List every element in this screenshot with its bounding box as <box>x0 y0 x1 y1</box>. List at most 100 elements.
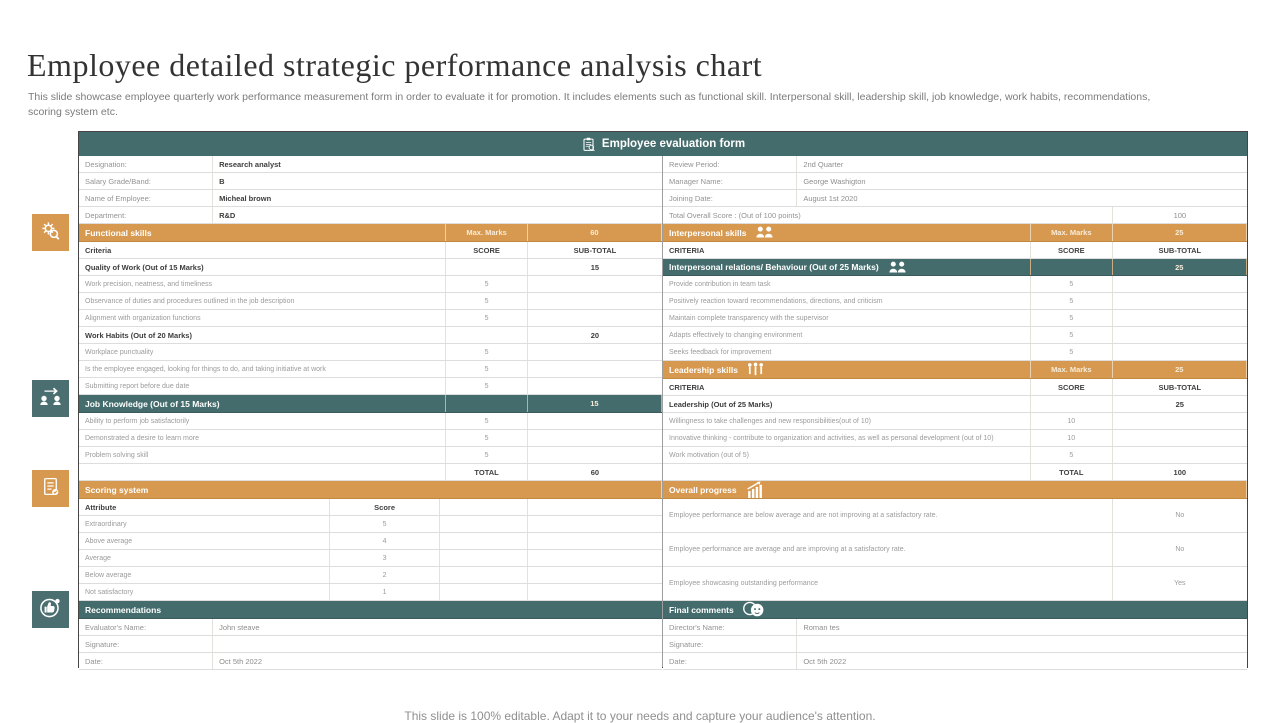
progress-answer-text: No <box>1175 546 1185 553</box>
subtotal-cell <box>1113 447 1247 463</box>
side-icon-tile <box>32 470 69 507</box>
subtotal-value: 25 <box>1113 396 1247 412</box>
attribute-cell: Above average <box>79 533 330 549</box>
criteria-cell: Willingness to take challenges and new r… <box>663 413 1031 429</box>
attribute-cell: Below average <box>79 567 330 583</box>
row-value: Oct 5th 2022 <box>797 653 1247 669</box>
table-row: Seeks feedback for improvement 5 <box>663 344 1247 361</box>
table-row: Extraordinary 5 <box>79 516 662 533</box>
score-value-text: 2 <box>382 571 387 579</box>
empty-cell <box>440 550 528 566</box>
comment-faces-icon <box>742 601 765 618</box>
group-title: Quality of Work (Out of 15 Marks) <box>79 259 447 275</box>
score-value-text: 5 <box>484 382 489 390</box>
score-value: 5 <box>1031 344 1113 360</box>
attribute-cell: Not satisfactory <box>79 584 330 600</box>
subtotal-value-text: 25 <box>1175 399 1184 409</box>
table-row: Total Overall Score : (Out of 100 points… <box>663 207 1247 224</box>
score-value-text: 5 <box>484 451 489 459</box>
max-marks-label: Max. Marks <box>1031 361 1113 378</box>
section-title-text: Final comments <box>669 604 734 615</box>
max-marks-value-text: 25 <box>1175 365 1184 374</box>
attribute-header: Attribute <box>79 499 330 515</box>
subtotal-cell <box>528 310 662 326</box>
score-value-text: 5 <box>1069 280 1074 288</box>
table-row: Interpersonal skills Max. Marks 25 <box>663 224 1247 242</box>
form-title: Employee evaluation form <box>601 137 746 150</box>
form-header: Employee evaluation form <box>79 132 1247 156</box>
progress-statement: Employee performance are below average a… <box>663 499 1113 532</box>
criteria-cell <box>663 464 1031 480</box>
row-value: 2nd Quarter <box>797 156 1247 172</box>
subtotal-cell <box>528 447 662 463</box>
total-value-text: 100 <box>1173 467 1187 477</box>
group-title-text: Work Habits (Out of 20 Marks) <box>85 330 192 340</box>
table-row: CRITERIA SCORE SUB-TOTAL <box>663 242 1247 259</box>
row-label: Director's Name: <box>663 619 798 635</box>
row-value: Micheal brown <box>213 190 662 206</box>
table-row: Review Period: 2nd Quarter <box>663 156 1247 173</box>
table-row: Salary Grade/Band: B <box>79 173 662 190</box>
criteria-cell-text: Workplace punctuality <box>85 348 154 356</box>
table-row: Employee performance are average and are… <box>663 533 1247 567</box>
subtotal-value: 25 <box>1113 259 1247 275</box>
people-two-icon <box>754 225 775 240</box>
score-value: 10 <box>1031 430 1113 446</box>
subtotal-value-text: 15 <box>590 262 600 272</box>
criteria-cell-text: Innovative thinking - contribute to orga… <box>669 434 994 442</box>
subtotal-header-text: SUB-TOTAL <box>573 245 617 255</box>
criteria-cell: Maintain complete transparency with the … <box>663 310 1031 326</box>
criteria-cell-text: Maintain complete transparency with the … <box>669 314 829 322</box>
table-row: Final comments <box>663 601 1247 619</box>
total-value: 60 <box>528 464 662 480</box>
criteria-cell-text: Provide contribution in team task <box>669 280 771 288</box>
row-label: Evaluator's Name: <box>79 619 214 635</box>
row-value: Research analyst <box>213 156 662 172</box>
subtotal-cell <box>1113 344 1247 360</box>
empty-cell <box>440 584 528 600</box>
score-value-text: 4 <box>382 537 387 545</box>
row-label-text: Review Period: <box>669 159 720 169</box>
table-row: Leadership (Out of 25 Marks) 25 <box>663 396 1247 413</box>
score-value-text: 5 <box>484 348 489 356</box>
total-label: TOTAL <box>446 464 528 480</box>
row-value-text: John steave <box>219 622 260 632</box>
table-row: Demonstrated a desire to learn more 5 <box>79 430 662 447</box>
score-cell <box>1031 396 1113 412</box>
score-value-text: 5 <box>484 280 489 288</box>
row-label: Joining Date: <box>663 190 798 206</box>
criteria-cell: Workplace punctuality <box>79 344 447 360</box>
section-title-text: Leadership skills <box>669 364 738 375</box>
attribute-header-text: Attribute <box>85 502 117 512</box>
row-value: Roman tes <box>797 619 1247 635</box>
chart-growth-icon <box>745 481 766 498</box>
table-row: Department: R&D <box>79 207 662 224</box>
criteria-cell-text: Observance of duties and procedures outl… <box>85 297 295 305</box>
progress-answer: No <box>1113 533 1247 566</box>
people-two-icon <box>887 260 908 275</box>
row-label: Designation: <box>79 156 214 172</box>
overall-score-value: 100 <box>1113 207 1247 223</box>
score-value: 5 <box>1031 293 1113 309</box>
score-value: 2 <box>330 567 441 583</box>
row-label: Manager Name: <box>663 173 798 189</box>
row-value <box>797 636 1247 652</box>
progress-answer: No <box>1113 499 1247 532</box>
group-title: Job Knowledge (Out of 15 Marks) <box>79 395 447 412</box>
criteria-cell: Work precision, neatness, and timeliness <box>79 276 447 292</box>
row-label: Salary Grade/Band: <box>79 173 214 189</box>
section-title: Final comments <box>663 601 1247 618</box>
empty-cell <box>528 567 662 583</box>
section-title: Functional skills <box>79 224 447 241</box>
table-row: Criteria SCORE SUB-TOTAL <box>79 242 662 259</box>
row-value-text: R&D <box>219 210 236 220</box>
row-value: B <box>213 173 662 189</box>
max-marks-value: 25 <box>1113 224 1247 241</box>
row-value-text: Research analyst <box>219 159 281 169</box>
subtotal-cell <box>528 344 662 360</box>
table-row: CRITERIA SCORE SUB-TOTAL <box>663 379 1247 396</box>
empty-cell <box>440 533 528 549</box>
score-value: 5 <box>1031 276 1113 292</box>
table-row: Willingness to take challenges and new r… <box>663 413 1247 430</box>
criteria-header-text: CRITERIA <box>669 245 705 255</box>
